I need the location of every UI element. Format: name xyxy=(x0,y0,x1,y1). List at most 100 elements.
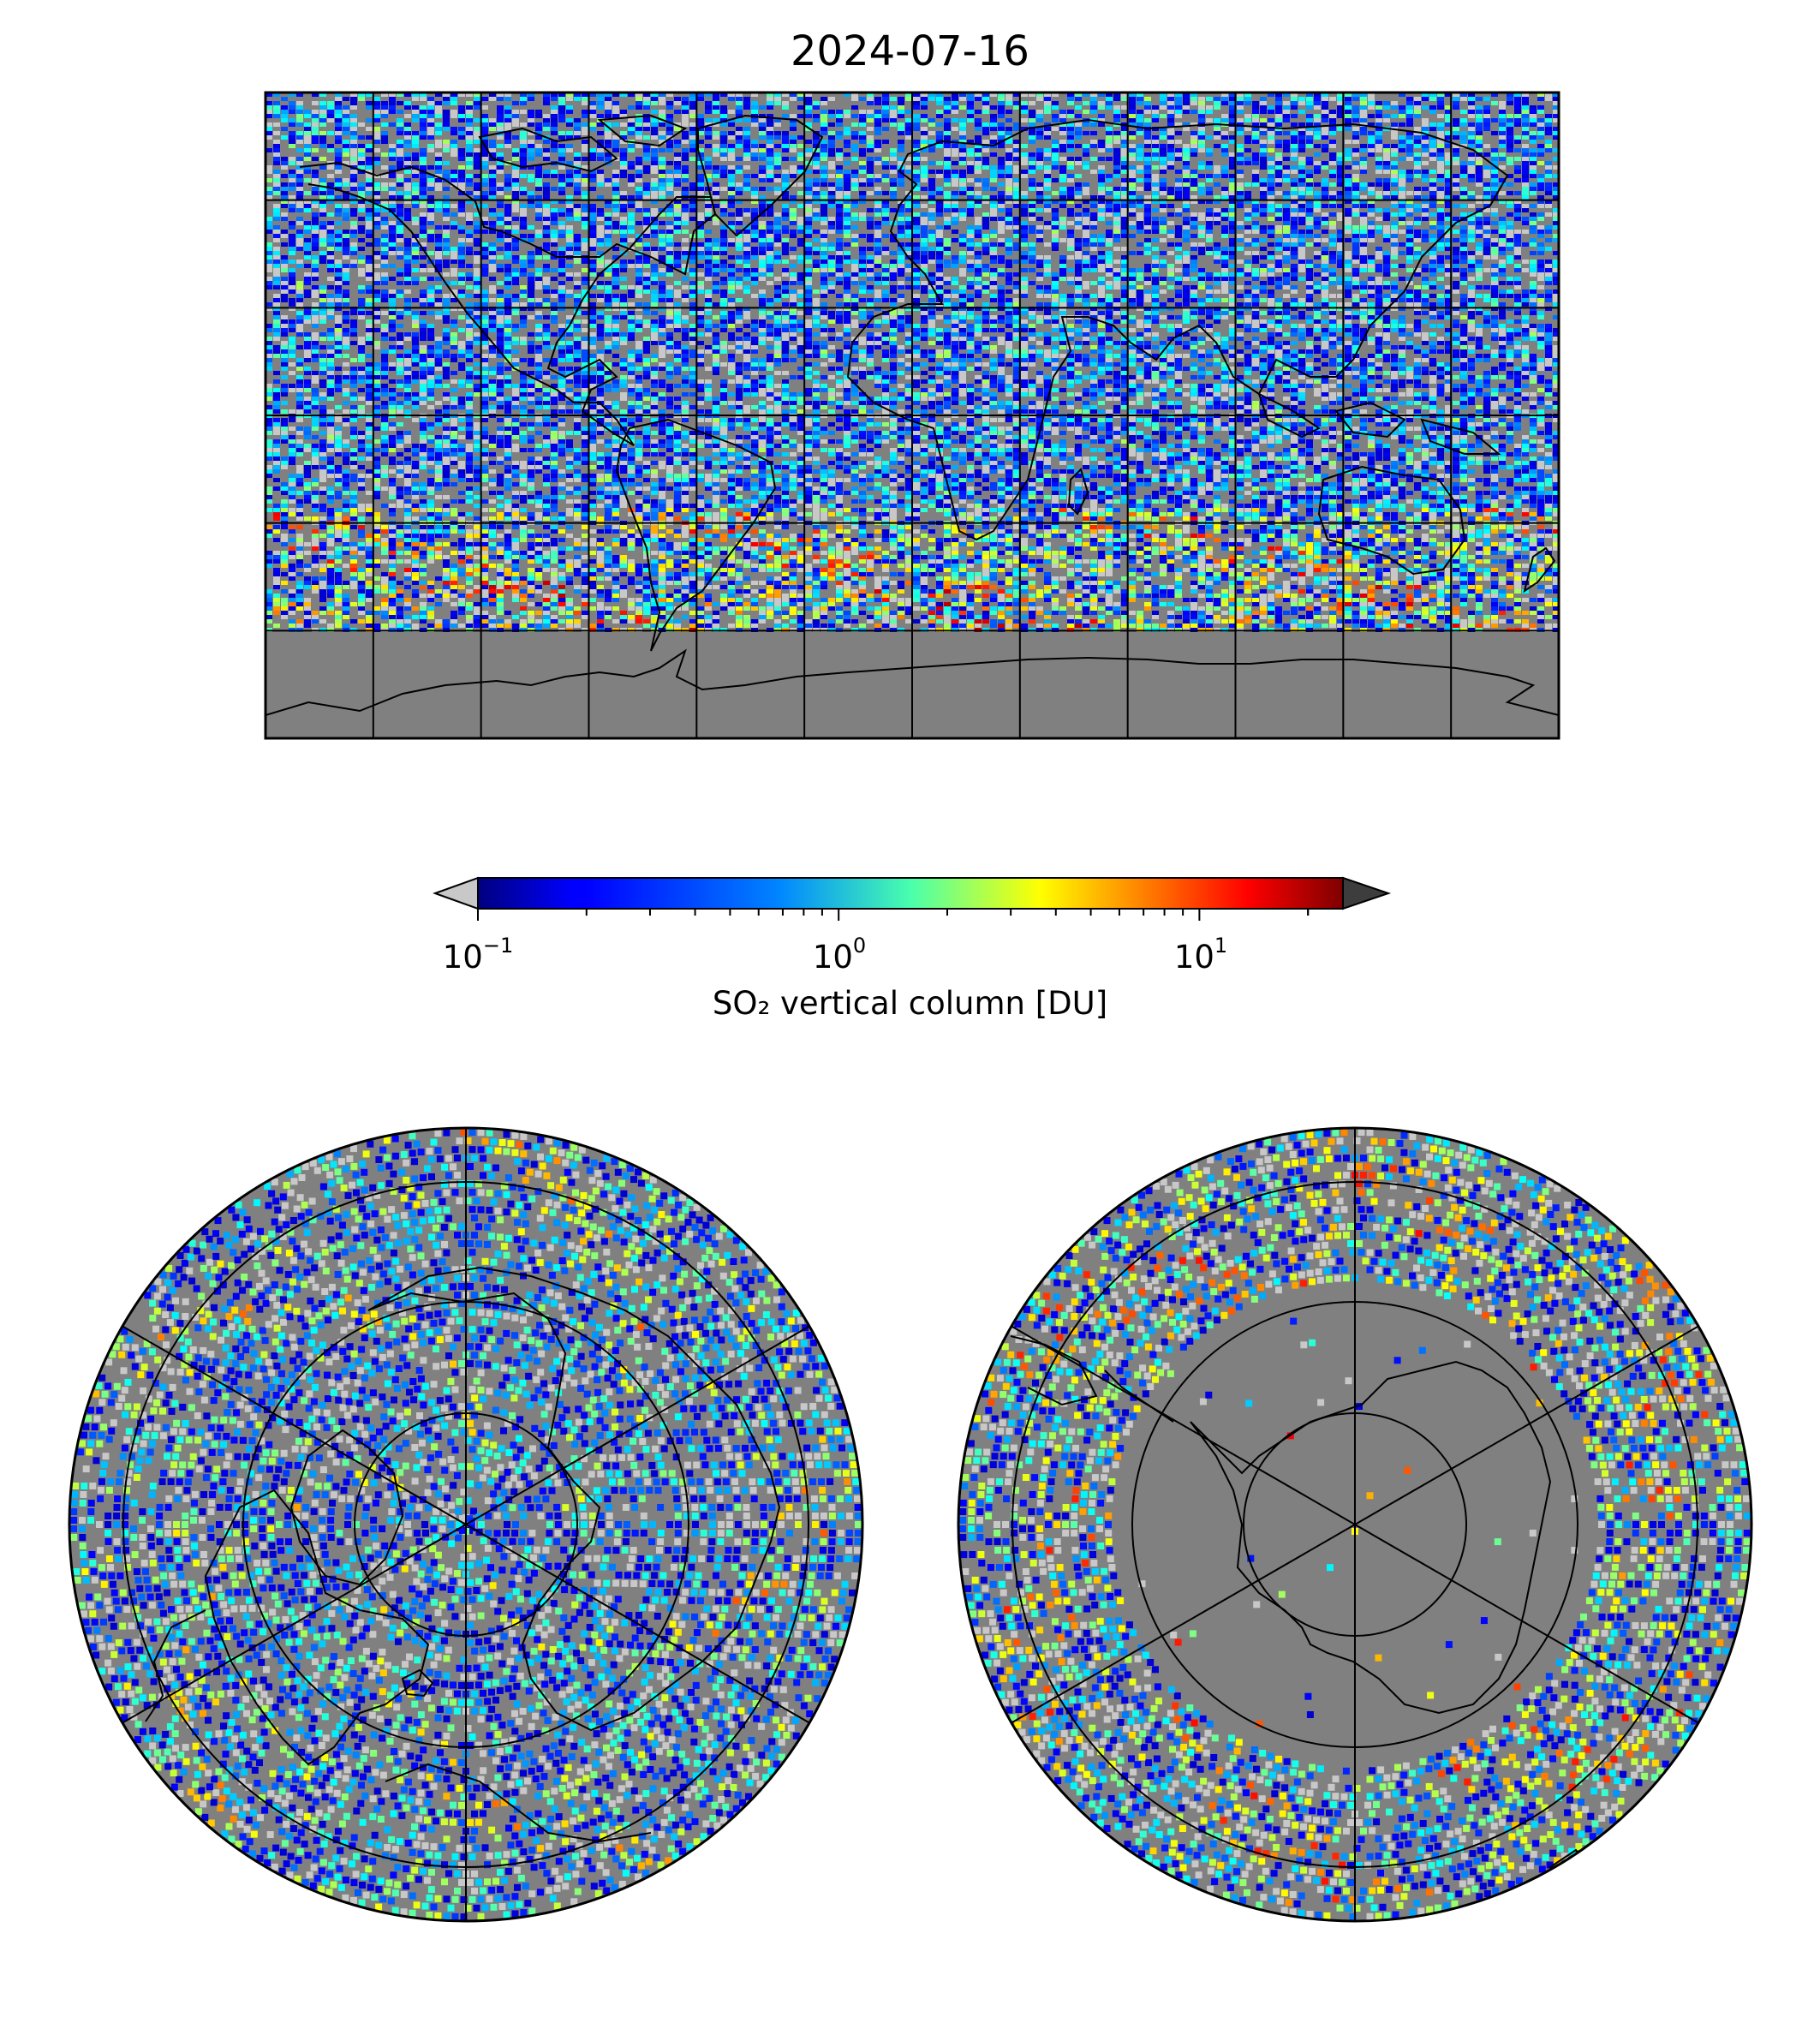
so2-pixel xyxy=(451,148,457,152)
so2-pixel xyxy=(1468,251,1475,255)
so2-pixel xyxy=(589,242,596,247)
so2-pixel xyxy=(1298,144,1305,148)
so2-pixel xyxy=(1291,148,1298,152)
so2-pixel xyxy=(1106,101,1113,105)
so2-pixel xyxy=(350,170,357,174)
so2-pixel xyxy=(1483,225,1490,230)
so2-pixel xyxy=(589,204,596,208)
so2-pixel xyxy=(343,140,349,144)
so2-pixel xyxy=(451,212,457,217)
so2-pixel xyxy=(1075,221,1082,225)
so2-pixel xyxy=(1244,212,1251,217)
so2-pixel xyxy=(959,238,966,242)
so2-pixel xyxy=(836,217,843,221)
so2-pixel xyxy=(944,247,951,251)
so2-pixel xyxy=(1445,225,1452,230)
so2-pixel xyxy=(1553,234,1559,238)
so2-pixel xyxy=(1337,170,1344,174)
so2-pixel xyxy=(350,144,357,148)
so2-pixel xyxy=(404,238,411,242)
so2-pixel xyxy=(1237,170,1244,174)
so2-pixel xyxy=(844,161,850,165)
so2-pixel xyxy=(296,101,303,105)
so2-pixel xyxy=(296,187,303,191)
so2-pixel xyxy=(1137,230,1143,234)
so2-pixel xyxy=(805,225,812,230)
so2-pixel xyxy=(497,238,504,242)
so2-pixel xyxy=(343,204,349,208)
so2-pixel xyxy=(898,225,904,230)
so2-pixel xyxy=(451,101,457,105)
so2-pixel xyxy=(466,101,473,105)
so2-pixel xyxy=(1352,230,1359,234)
so2-pixel xyxy=(813,105,820,110)
so2-pixel xyxy=(975,135,982,140)
so2-pixel xyxy=(813,157,820,161)
so2-pixel xyxy=(913,174,920,178)
so2-pixel xyxy=(1175,242,1182,247)
so2-pixel xyxy=(1522,152,1529,157)
so2-pixel xyxy=(1468,230,1475,234)
so2-pixel xyxy=(1406,221,1413,225)
so2-pixel xyxy=(782,212,789,217)
so2-pixel xyxy=(1075,131,1082,135)
so2-pixel xyxy=(767,264,773,268)
so2-pixel xyxy=(1206,148,1213,152)
so2-pixel xyxy=(967,97,974,101)
so2-pixel xyxy=(1113,234,1120,238)
so2-pixel xyxy=(759,208,766,212)
so2-pixel xyxy=(1059,148,1066,152)
so2-pixel xyxy=(1083,187,1089,191)
so2-pixel xyxy=(1491,208,1498,212)
so2-pixel xyxy=(312,170,319,174)
so2-pixel xyxy=(689,157,696,161)
so2-pixel xyxy=(358,238,365,242)
so2-pixel xyxy=(528,114,534,118)
so2-pixel xyxy=(928,182,935,187)
so2-pixel xyxy=(828,242,835,247)
so2-pixel xyxy=(1545,260,1552,264)
so2-pixel xyxy=(1175,105,1182,110)
so2-pixel xyxy=(743,127,750,131)
so2-pixel xyxy=(651,170,658,174)
so2-pixel xyxy=(1275,110,1282,114)
so2-pixel xyxy=(967,140,974,144)
so2-pixel xyxy=(620,122,627,127)
so2-pixel xyxy=(874,118,881,122)
so2-pixel xyxy=(1152,217,1159,221)
so2-pixel xyxy=(558,230,565,234)
so2-pixel xyxy=(497,105,504,110)
so2-pixel xyxy=(358,97,365,101)
so2-pixel xyxy=(697,140,704,144)
so2-pixel xyxy=(474,131,480,135)
so2-pixel xyxy=(1129,204,1136,208)
so2-pixel xyxy=(1268,187,1274,191)
so2-pixel xyxy=(1098,200,1105,204)
so2-pixel xyxy=(397,238,403,242)
so2-pixel xyxy=(1314,97,1321,101)
so2-pixel xyxy=(1067,161,1074,165)
so2-pixel xyxy=(682,208,689,212)
so2-pixel xyxy=(1137,97,1143,101)
so2-pixel xyxy=(1329,114,1336,118)
so2-pixel xyxy=(443,242,450,247)
so2-pixel xyxy=(1429,97,1436,101)
so2-pixel xyxy=(535,200,542,204)
so2-pixel xyxy=(998,165,1005,170)
so2-pixel xyxy=(713,97,719,101)
so2-pixel xyxy=(1422,152,1429,157)
so2-pixel xyxy=(1345,200,1352,204)
so2-pixel xyxy=(312,230,319,234)
so2-pixel xyxy=(1229,182,1236,187)
so2-pixel xyxy=(1553,251,1559,255)
so2-pixel xyxy=(458,92,465,97)
so2-pixel xyxy=(1283,174,1290,178)
so2-pixel xyxy=(397,127,403,131)
so2-pixel xyxy=(967,225,974,230)
so2-pixel xyxy=(1113,161,1120,165)
so2-pixel xyxy=(1514,217,1521,221)
so2-pixel xyxy=(296,114,303,118)
so2-pixel xyxy=(1352,247,1359,251)
so2-pixel xyxy=(967,161,974,165)
so2-pixel xyxy=(1314,208,1321,212)
